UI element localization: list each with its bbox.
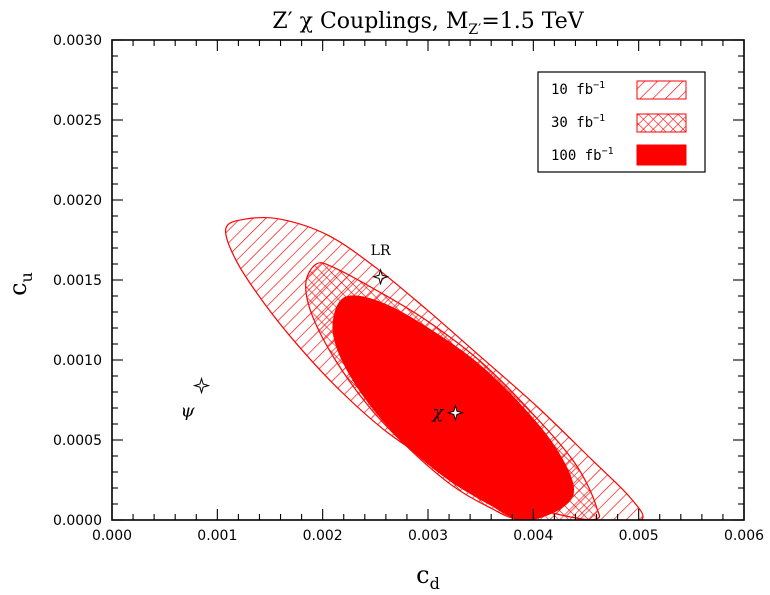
x-tick-label-5: 0.005 bbox=[619, 528, 659, 544]
legend-exp-10: −1 bbox=[593, 80, 605, 91]
y-axis-label-sub: u bbox=[17, 272, 36, 282]
legend-label-100: 100 fb−1 bbox=[551, 146, 614, 164]
y-tick-label-1: 0.0005 bbox=[53, 433, 102, 449]
point-marker-1 bbox=[446, 404, 465, 422]
x-axis-label-main: c bbox=[416, 561, 429, 589]
legend-exp-100: −1 bbox=[602, 146, 614, 157]
y-axis-label: cu bbox=[4, 272, 36, 296]
y-tick-label-2: 0.0010 bbox=[53, 353, 102, 369]
point-label-2: ψ bbox=[180, 401, 195, 422]
legend-label-10: 10 fb−1 bbox=[551, 80, 605, 98]
title-main: Z′ χ Couplings, M bbox=[272, 9, 468, 34]
legend-swatch-100 bbox=[636, 144, 687, 166]
x-tick-label-4: 0.004 bbox=[513, 528, 553, 544]
point-label-1: χ bbox=[430, 402, 444, 423]
y-axis-label-main: c bbox=[4, 282, 32, 295]
y-tick-label-3: 0.0015 bbox=[53, 273, 102, 289]
x-axis-label: cd bbox=[416, 561, 440, 593]
y-tick-label-5: 0.0025 bbox=[53, 113, 102, 129]
legend-text-10: 10 fb bbox=[551, 82, 593, 98]
legend-swatch-30 bbox=[636, 113, 687, 133]
title-tail: =1.5 TeV bbox=[481, 9, 584, 34]
x-tick-label-2: 0.002 bbox=[303, 528, 343, 544]
chart-title: Z′ χ Couplings, MZ′=1.5 TeV bbox=[272, 9, 584, 38]
legend-exp-30: −1 bbox=[593, 113, 605, 124]
y-tick-label-0: 0.0000 bbox=[53, 513, 102, 529]
legend-text-100: 100 fb bbox=[551, 148, 602, 164]
contour-regions bbox=[224, 216, 644, 520]
legend-text-30: 30 fb bbox=[551, 115, 593, 131]
y-tick-label-6: 0.0030 bbox=[53, 33, 102, 49]
legend: 10 fb−1 30 fb−1 100 fb−1 bbox=[537, 71, 706, 173]
model-points: LR χ ψ bbox=[180, 243, 465, 423]
x-tick-label-3: 0.003 bbox=[408, 528, 448, 544]
point-marker-0 bbox=[371, 268, 390, 286]
point-label-0: LR bbox=[371, 243, 391, 259]
point-marker-2 bbox=[192, 376, 211, 395]
x-tick-label-1: 0.001 bbox=[197, 528, 237, 544]
x-tick-label-6: 0.006 bbox=[724, 528, 764, 544]
legend-label-30: 30 fb−1 bbox=[551, 113, 605, 131]
y-tick-label-4: 0.0020 bbox=[53, 193, 102, 209]
axis-ticks: 0.000 0.001 0.002 0.003 0.004 0.005 0.006 0.000… bbox=[53, 33, 764, 544]
x-tick-label-0: 0.000 bbox=[92, 528, 132, 544]
region-100fb bbox=[332, 295, 575, 520]
title-subscript: Z′ bbox=[468, 22, 481, 38]
legend-swatch-10 bbox=[636, 80, 687, 100]
x-axis-label-sub: d bbox=[430, 574, 440, 593]
